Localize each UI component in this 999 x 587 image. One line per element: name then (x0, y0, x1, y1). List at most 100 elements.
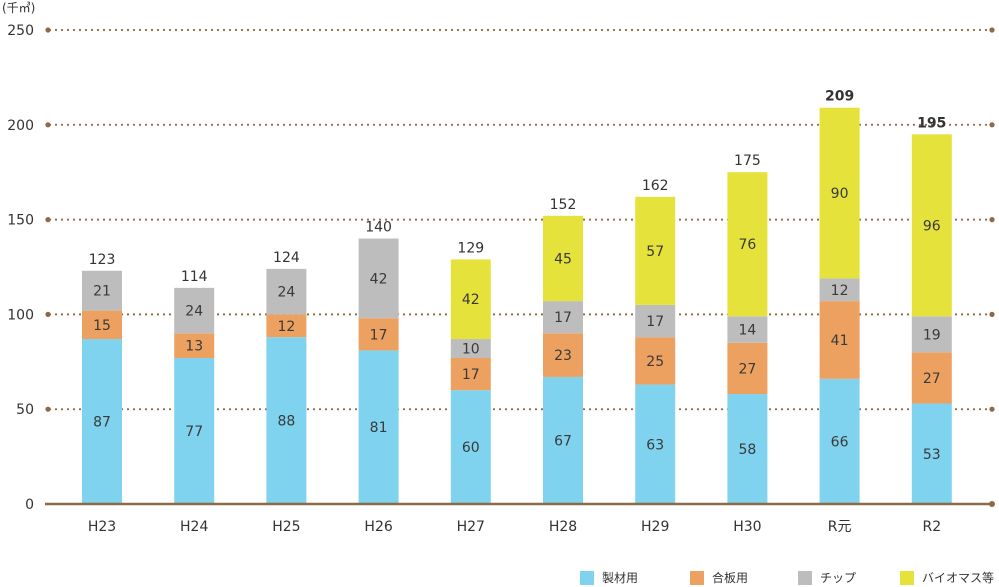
segment-value-label: 96 (923, 218, 941, 234)
legend-label: 製材用 (602, 571, 638, 585)
segment-value-label: 60 (462, 440, 480, 456)
gridline-end-dot (45, 122, 51, 128)
bar-segment (82, 270, 122, 311)
bar-segment (358, 350, 399, 504)
bar-segment (635, 384, 676, 504)
y-tick-label: 100 (7, 307, 34, 323)
bar-segment (543, 301, 583, 334)
total-value-label: 124 (273, 250, 300, 266)
total-value-label: 152 (550, 197, 577, 213)
x-tick-label: H29 (641, 519, 669, 535)
total-value-label: 129 (457, 240, 484, 256)
bar-segment (635, 304, 676, 338)
total-value-label: 114 (181, 269, 208, 285)
segment-value-label: 17 (462, 367, 480, 383)
total-value-label: 162 (642, 178, 669, 194)
segment-value-label: 24 (185, 304, 203, 320)
legend-swatch (690, 571, 704, 585)
total-value-label: 175 (734, 153, 761, 169)
bar-segment (819, 278, 860, 302)
y-tick-label: 250 (7, 23, 34, 39)
segment-value-label: 21 (93, 284, 111, 300)
bar-segment (82, 310, 122, 340)
bar-segment (358, 318, 399, 351)
gridline-end-dot (45, 406, 51, 412)
data-labels: 87 15 21 123 77 13 24 114 88 12 24 124 81 17 42 140 60 17… (89, 89, 947, 463)
bar-segment (911, 134, 952, 317)
gridline-end-dot (45, 311, 51, 317)
bar-segment (82, 339, 122, 504)
total-value-label: 140 (365, 220, 392, 236)
bar-segment (174, 333, 215, 359)
segment-value-label: 67 (554, 433, 572, 449)
segment-value-label: 12 (277, 319, 295, 335)
segment-value-label: 14 (738, 323, 756, 339)
bar-segment (727, 342, 768, 395)
bar-segment (266, 268, 307, 315)
segment-value-label: 19 (923, 327, 941, 343)
bar-segment (727, 316, 768, 343)
legend: 製材用 合板用 チップ バイオマス等 (580, 570, 994, 585)
gridline-end-dot (45, 217, 51, 223)
bars (82, 107, 952, 504)
axes: 0 50 100 150 200 250 H23 H24 H25 H26 H27 H28 H29 H30 R… (7, 23, 995, 535)
bar-segment (450, 339, 491, 359)
legend-swatch (900, 571, 914, 585)
total-value-label: 195 (917, 115, 946, 131)
segment-value-label: 17 (370, 327, 388, 343)
total-value-label: 209 (825, 89, 854, 105)
x-tick-label: H23 (88, 519, 116, 535)
gridline-end-dot (989, 217, 995, 223)
bar-segment (635, 196, 676, 305)
bar-segment (727, 172, 768, 317)
y-tick-label: 200 (7, 118, 34, 134)
gridline-end-dot (989, 311, 995, 317)
segment-value-label: 81 (370, 420, 388, 436)
bar-segment (819, 107, 860, 279)
segment-value-label: 88 (277, 414, 295, 430)
x-axis-end-dot (989, 501, 995, 507)
segment-value-label: 15 (93, 318, 111, 334)
bar-segment (450, 390, 491, 504)
legend-swatch (798, 571, 812, 585)
gridline-end-dot (989, 122, 995, 128)
segment-value-label: 63 (646, 437, 664, 453)
bar-segment (911, 316, 952, 353)
y-tick-label: 50 (16, 402, 34, 418)
x-tick-label: R2 (922, 519, 941, 535)
bar-segment (358, 238, 399, 319)
bar-segment (635, 337, 676, 385)
segment-value-label: 66 (831, 434, 849, 450)
segment-value-label: 90 (831, 186, 849, 202)
bar-segment (543, 215, 583, 302)
bar-segment (174, 287, 215, 334)
segment-value-label: 27 (738, 361, 756, 377)
bar-segment (450, 259, 491, 340)
segment-value-label: 57 (646, 244, 664, 260)
segment-value-label: 17 (554, 310, 572, 326)
segment-value-label: 41 (831, 333, 849, 349)
bar-segment (911, 352, 952, 404)
y-axis-unit-label: (千㎥) (2, 1, 35, 15)
x-tick-label: H24 (180, 519, 208, 535)
gridline-end-dot (989, 27, 995, 33)
legend-label: 合板用 (712, 570, 748, 585)
legend-label: チップ (820, 571, 856, 585)
x-tick-label: H25 (272, 519, 300, 535)
legend-label: バイオマス等 (922, 571, 994, 585)
segment-value-label: 45 (554, 251, 572, 267)
x-tick-label: H28 (549, 519, 577, 535)
segment-value-label: 13 (185, 339, 203, 355)
segment-value-label: 17 (646, 314, 664, 330)
x-tick-label: H30 (733, 519, 761, 535)
y-tick-label: 0 (25, 497, 34, 513)
bar-segment (911, 403, 952, 504)
bar-segment (819, 301, 860, 379)
bar-segment (266, 314, 307, 338)
y-tick-label: 150 (7, 213, 34, 229)
segment-value-label: 77 (185, 424, 203, 440)
gridline-end-dot (989, 406, 995, 412)
gridline-end-dot (45, 27, 51, 33)
segment-value-label: 25 (646, 354, 664, 370)
